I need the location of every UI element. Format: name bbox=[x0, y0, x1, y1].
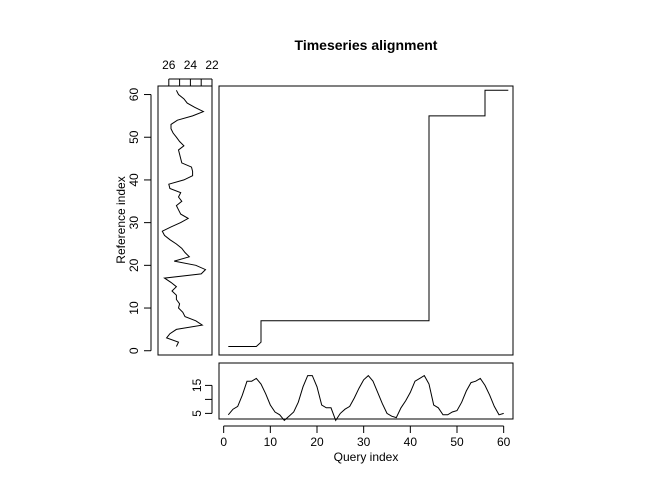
query-y-tick-label: 5 bbox=[190, 410, 204, 417]
reference-x-tick-label: 24 bbox=[184, 58, 198, 72]
reference-axis-title: Reference index bbox=[114, 176, 128, 263]
alignment-path-line bbox=[228, 89, 509, 347]
reference-y-tick-label: 20 bbox=[127, 258, 141, 272]
reference-y-tick-label: 10 bbox=[127, 301, 141, 315]
reference-y-tick-label: 30 bbox=[127, 216, 141, 230]
query-x-tick-label: 50 bbox=[450, 435, 464, 449]
query-x-tick-label: 60 bbox=[497, 435, 511, 449]
reference-y-tick-label: 40 bbox=[127, 173, 141, 187]
reference-x-tick-label: 26 bbox=[162, 58, 176, 72]
reference-y-tick-label: 50 bbox=[127, 130, 141, 144]
query-x-tick-label: 40 bbox=[404, 435, 418, 449]
query-x-tick-label: 10 bbox=[264, 435, 278, 449]
reference-x-tick-label: 22 bbox=[205, 58, 219, 72]
query-y-tick-label: 15 bbox=[190, 378, 204, 392]
query-panel-frame bbox=[218, 362, 514, 420]
reference-x-axis: 26 24 22 bbox=[162, 58, 219, 86]
query-x-tick-label: 0 bbox=[220, 435, 227, 449]
query-x-tick-label: 20 bbox=[310, 435, 324, 449]
alignment-panel bbox=[218, 85, 514, 356]
query-series-line bbox=[227, 374, 504, 422]
query-x-axis: 0 10 20 30 40 50 60 bbox=[220, 425, 511, 449]
query-axis-title: Query index bbox=[334, 450, 399, 464]
reference-series-line bbox=[161, 90, 207, 347]
reference-y-tick-label: 60 bbox=[127, 88, 141, 102]
query-panel: 5 15 0 10 20 30 40 50 60 Query index bbox=[190, 362, 514, 464]
reference-panel: 26 24 22 0 10 20 30 40 50 60 Reference index bbox=[114, 58, 219, 356]
alignment-panel-frame bbox=[218, 85, 514, 356]
reference-panel-frame bbox=[157, 85, 213, 356]
chart-title: Timeseries alignment bbox=[295, 37, 438, 53]
reference-y-tick-label: 0 bbox=[127, 347, 141, 354]
query-x-tick-label: 30 bbox=[357, 435, 371, 449]
reference-y-axis: 0 10 20 30 40 50 60 bbox=[127, 88, 152, 354]
query-y-axis: 5 15 bbox=[190, 378, 213, 417]
